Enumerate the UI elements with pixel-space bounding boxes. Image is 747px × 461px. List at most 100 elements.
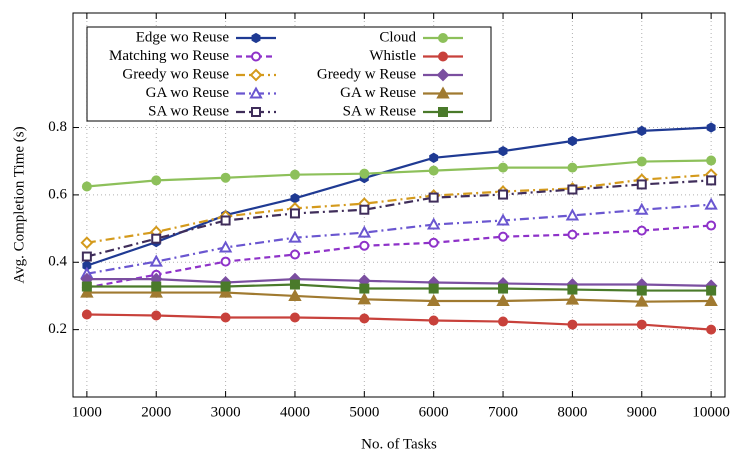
marker bbox=[288, 288, 302, 301]
marker bbox=[359, 240, 370, 251]
legend-label: GA wo Reuse bbox=[146, 85, 230, 101]
marker bbox=[565, 208, 580, 221]
marker bbox=[289, 312, 300, 323]
legend-marker bbox=[436, 68, 450, 82]
marker bbox=[704, 197, 718, 210]
marker bbox=[637, 125, 647, 137]
x-axis-label: No. of Tasks bbox=[361, 436, 437, 452]
marker bbox=[428, 165, 439, 176]
y-tick-label: 0.2 bbox=[48, 321, 67, 337]
marker bbox=[428, 192, 439, 203]
marker bbox=[218, 285, 233, 298]
marker bbox=[80, 236, 94, 250]
series-line bbox=[86, 291, 712, 303]
legend-marker bbox=[436, 86, 450, 99]
marker bbox=[359, 168, 370, 179]
x-tick-label: 4000 bbox=[280, 404, 310, 420]
marker bbox=[429, 152, 439, 163]
marker bbox=[81, 309, 92, 320]
marker bbox=[357, 292, 372, 305]
marker bbox=[567, 284, 578, 295]
legend-marker bbox=[438, 107, 448, 117]
legend-marker bbox=[251, 51, 261, 62]
legend-marker bbox=[251, 32, 261, 44]
marker bbox=[498, 162, 509, 173]
marker bbox=[80, 285, 94, 298]
x-tick-label: 8000 bbox=[557, 404, 587, 420]
marker bbox=[498, 189, 509, 200]
series-line bbox=[86, 126, 712, 267]
marker bbox=[151, 233, 162, 244]
marker bbox=[81, 251, 92, 262]
x-tick-label: 1000 bbox=[72, 404, 102, 420]
x-tick-label: 3000 bbox=[211, 404, 241, 420]
marker bbox=[496, 213, 510, 226]
series-line bbox=[86, 224, 712, 289]
marker bbox=[567, 135, 577, 147]
marker bbox=[496, 293, 510, 306]
plot-frame bbox=[72, 12, 726, 398]
marker bbox=[636, 285, 647, 296]
marker bbox=[706, 122, 716, 133]
marker bbox=[706, 285, 717, 296]
marker bbox=[289, 279, 300, 290]
marker bbox=[636, 225, 647, 236]
marker bbox=[289, 208, 300, 219]
y-tick-label: 0.8 bbox=[48, 119, 67, 135]
marker bbox=[635, 202, 649, 215]
marker bbox=[149, 254, 163, 267]
marker bbox=[81, 281, 92, 292]
legend-label: GA w Reuse bbox=[340, 85, 416, 101]
legend-label: SA wo Reuse bbox=[148, 103, 229, 119]
marker bbox=[567, 319, 578, 330]
series-line bbox=[86, 283, 712, 292]
marker bbox=[289, 249, 300, 260]
x-tick-label: 9000 bbox=[627, 404, 657, 420]
marker bbox=[218, 240, 233, 253]
marker bbox=[498, 283, 509, 294]
x-tick-label: 5000 bbox=[349, 404, 379, 420]
marker bbox=[290, 193, 300, 204]
marker bbox=[288, 230, 302, 243]
x-tick-label: 10000 bbox=[692, 404, 730, 420]
legend-marker bbox=[249, 86, 263, 99]
marker bbox=[149, 285, 163, 298]
marker bbox=[706, 324, 717, 335]
marker bbox=[220, 172, 231, 183]
legend-label: SA w Reuse bbox=[343, 103, 417, 119]
marker bbox=[565, 292, 580, 305]
marker bbox=[359, 313, 370, 324]
marker bbox=[426, 293, 441, 306]
marker bbox=[426, 217, 441, 230]
marker bbox=[635, 294, 649, 307]
marker bbox=[359, 204, 370, 215]
legend-marker bbox=[251, 107, 261, 117]
legend-label: Greedy wo Reuse bbox=[122, 66, 229, 82]
marker bbox=[359, 283, 370, 294]
marker bbox=[220, 215, 231, 226]
y-tick-label: 0.6 bbox=[48, 186, 67, 202]
marker bbox=[706, 155, 717, 166]
marker bbox=[357, 225, 372, 238]
legend-label: Greedy w Reuse bbox=[317, 66, 416, 82]
legend-label: Edge wo Reuse bbox=[136, 29, 230, 45]
x-tick-label: 2000 bbox=[141, 404, 171, 420]
marker bbox=[636, 319, 647, 330]
marker bbox=[151, 281, 162, 292]
marker bbox=[151, 175, 162, 186]
legend-label: Matching wo Reuse bbox=[109, 48, 229, 64]
marker bbox=[706, 220, 717, 231]
legend-label: Whistle bbox=[369, 48, 416, 64]
marker bbox=[567, 229, 578, 240]
marker bbox=[498, 231, 509, 242]
marker bbox=[704, 293, 718, 306]
marker bbox=[220, 312, 231, 323]
marker bbox=[498, 145, 508, 157]
series-line bbox=[86, 179, 712, 258]
marker bbox=[428, 283, 439, 294]
y-tick-label: 0.4 bbox=[48, 254, 67, 270]
marker bbox=[81, 181, 92, 192]
x-tick-label: 6000 bbox=[419, 404, 449, 420]
marker bbox=[567, 184, 578, 195]
